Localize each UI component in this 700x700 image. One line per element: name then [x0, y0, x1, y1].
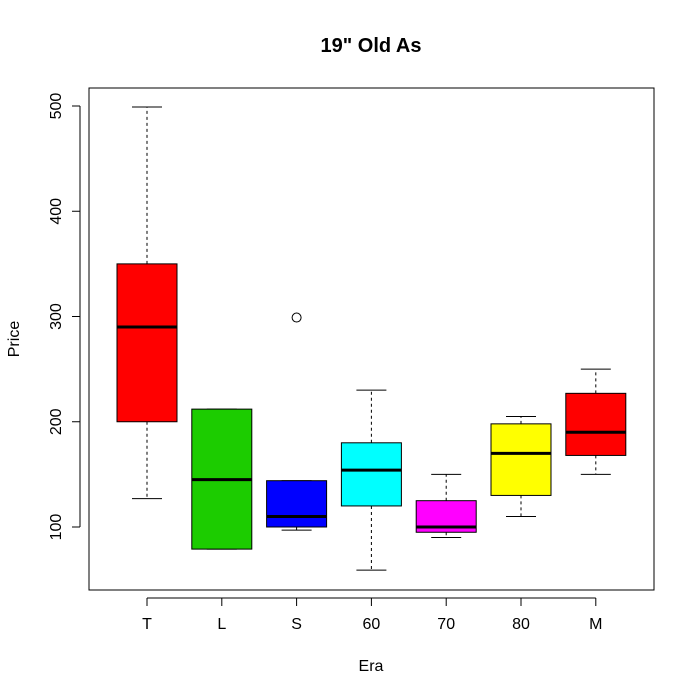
box-group — [116, 106, 178, 500]
box-iqr — [116, 263, 178, 423]
x-tick-label: M — [589, 616, 602, 633]
y-tick-label: 400 — [48, 198, 65, 225]
x-tick-label: L — [217, 616, 226, 633]
x-tick-label: S — [291, 616, 302, 633]
x-tick-label: 60 — [363, 616, 381, 633]
box-iqr — [340, 442, 402, 507]
x-axis: T L S 60 70 80 M — [142, 597, 602, 633]
box-group — [266, 312, 328, 531]
box-series — [116, 106, 627, 571]
x-tick-label: T — [142, 616, 152, 633]
box-iqr — [490, 423, 552, 496]
box-iqr — [266, 480, 328, 528]
y-tick-label: 200 — [48, 408, 65, 435]
y-tick-label: 100 — [48, 514, 65, 541]
x-tick-label: 70 — [437, 616, 455, 633]
x-tick-label: 80 — [512, 616, 530, 633]
y-tick-label: 500 — [48, 93, 65, 120]
box-group — [191, 408, 253, 550]
plot-frame — [88, 87, 655, 591]
box-group — [565, 368, 627, 475]
box-iqr — [565, 392, 627, 456]
y-axis-title: Price — [6, 321, 23, 358]
chart-title: 19" Old As — [321, 35, 422, 57]
x-axis-title: Era — [359, 658, 384, 675]
outlier-point — [291, 312, 302, 323]
box-group — [490, 415, 552, 517]
y-axis: 100 200 300 400 500 — [48, 93, 81, 541]
box-group — [415, 473, 477, 539]
box-group — [340, 389, 402, 571]
y-tick-label: 300 — [48, 303, 65, 330]
